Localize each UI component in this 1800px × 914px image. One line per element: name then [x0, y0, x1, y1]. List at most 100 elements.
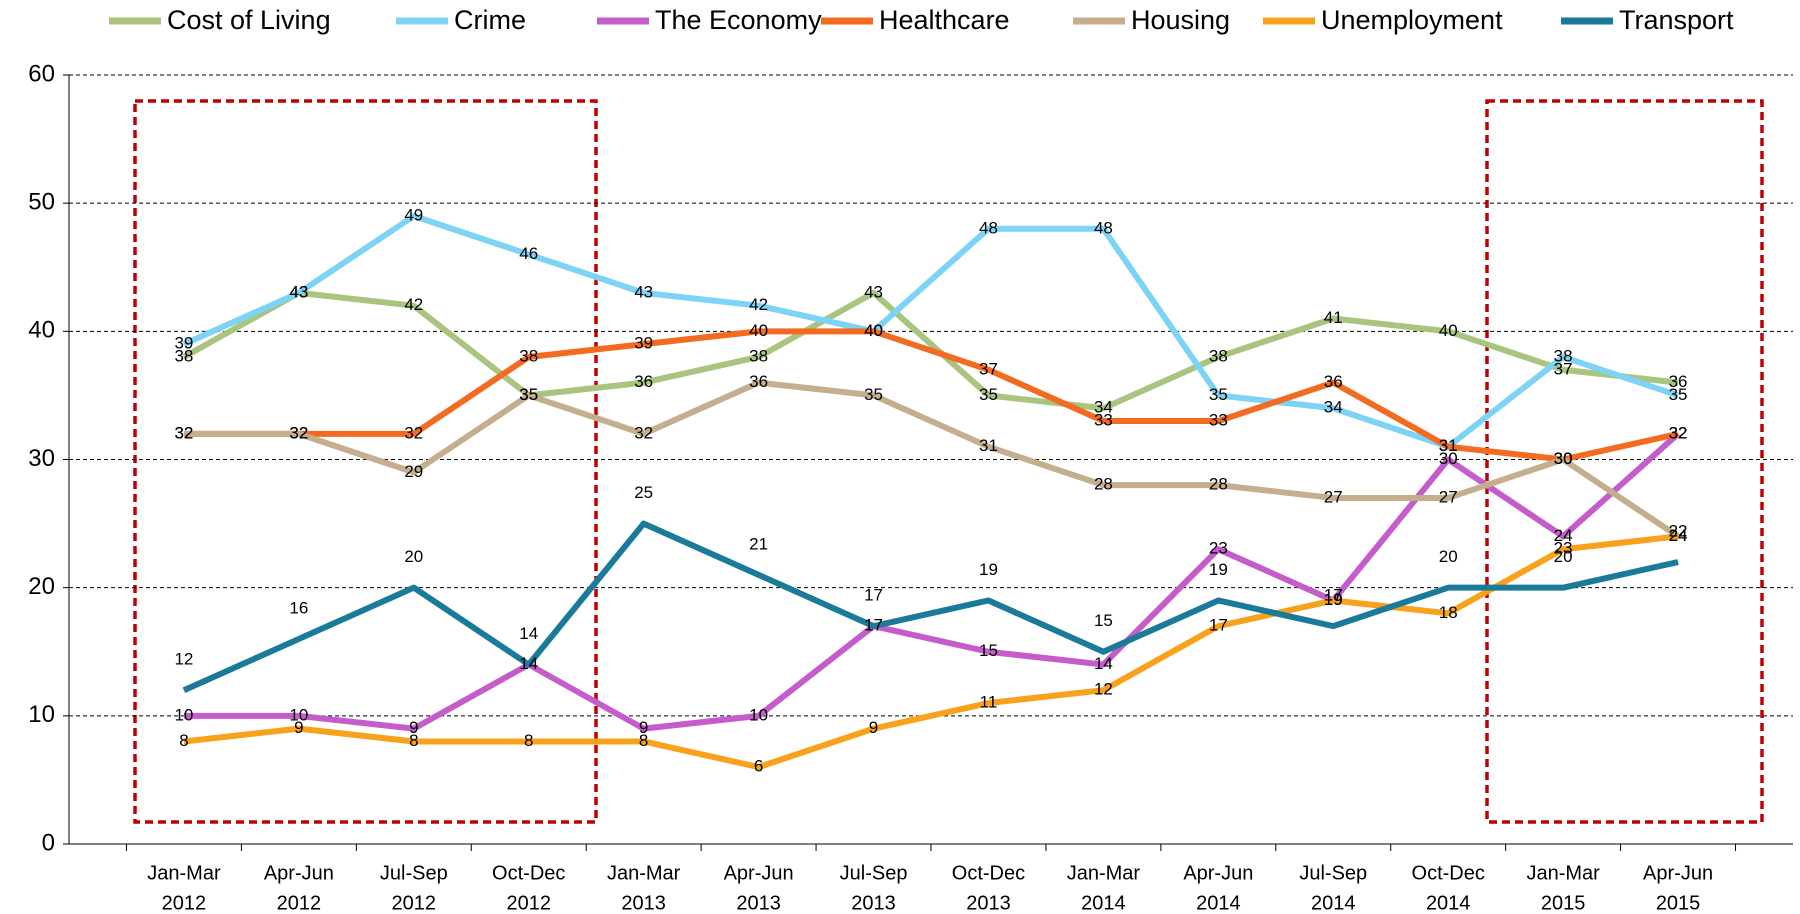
data-label: 40 — [749, 321, 768, 340]
data-label: 20 — [1554, 547, 1573, 566]
data-label: 30 — [1554, 449, 1573, 468]
data-label: 17 — [864, 616, 883, 635]
data-label: 22 — [1669, 522, 1688, 541]
data-label: 32 — [404, 423, 423, 442]
legend-label: Unemployment — [1321, 5, 1503, 35]
data-label: 43 — [289, 282, 308, 301]
data-label: 42 — [749, 295, 768, 314]
data-label: 8 — [409, 731, 418, 750]
data-label: 43 — [864, 282, 883, 301]
data-label: 32 — [174, 423, 193, 442]
data-label: 35 — [979, 385, 998, 404]
data-label: 48 — [979, 218, 998, 237]
data-label: 43 — [634, 282, 653, 301]
series-line — [182, 212, 1680, 450]
data-label: 37 — [979, 359, 998, 378]
y-tick-label: 60 — [28, 60, 55, 87]
data-label: 17 — [864, 586, 883, 605]
data-label: 38 — [519, 346, 538, 365]
data-label: 9 — [869, 718, 878, 737]
data-label: 31 — [979, 436, 998, 455]
data-label: 16 — [289, 598, 308, 617]
data-label: 38 — [174, 346, 193, 365]
x-tick-label: 2014 — [1311, 892, 1356, 914]
data-label: 32 — [634, 423, 653, 442]
data-label: 19 — [1209, 560, 1228, 579]
x-tick-label: 2015 — [1541, 892, 1586, 914]
data-label: 34 — [1324, 398, 1343, 417]
x-tick-label: 2012 — [162, 892, 207, 914]
data-label: 23 — [1554, 539, 1573, 558]
x-tick-label: 2013 — [621, 892, 666, 914]
data-label: 15 — [979, 641, 998, 660]
data-label: 32 — [1669, 423, 1688, 442]
series-line — [182, 520, 1679, 693]
x-tick-label: Jan-Mar — [607, 862, 681, 884]
data-label: 38 — [749, 346, 768, 365]
data-label: 12 — [1094, 680, 1113, 699]
data-label: 14 — [519, 654, 538, 673]
data-label: 27 — [1324, 487, 1343, 506]
data-label: 19 — [1324, 590, 1343, 609]
data-label: 39 — [174, 334, 193, 353]
x-tick-label: 2012 — [506, 892, 551, 914]
legend-label: Healthcare — [879, 5, 1010, 35]
x-tick-label: Jan-Mar — [1067, 862, 1141, 884]
data-label: 38 — [1554, 346, 1573, 365]
series-line — [182, 289, 1679, 412]
data-label: 10 — [749, 705, 768, 724]
data-label: 34 — [1094, 398, 1113, 417]
data-label: 29 — [404, 462, 423, 481]
y-tick-label: 20 — [28, 573, 55, 600]
data-label: 9 — [294, 718, 303, 737]
data-label: 19 — [979, 560, 998, 579]
data-label: 10 — [174, 705, 193, 724]
data-label: 37 — [1554, 359, 1573, 378]
legend-label: Housing — [1131, 5, 1230, 35]
x-tick-label: 2013 — [966, 892, 1011, 914]
y-tick-label: 30 — [28, 445, 55, 472]
data-label: 24 — [1669, 526, 1688, 545]
data-label: 32 — [289, 423, 308, 442]
data-label: 36 — [634, 372, 653, 391]
data-label: 36 — [1669, 372, 1688, 391]
data-label: 20 — [1439, 547, 1458, 566]
x-tick-label: Jan-Mar — [147, 862, 221, 884]
data-label: 8 — [639, 731, 648, 750]
series-line — [183, 379, 1680, 539]
legend-label: Transport — [1619, 5, 1734, 35]
data-label: 31 — [1439, 436, 1458, 455]
x-tick-label: Oct-Dec — [492, 862, 565, 884]
data-label: 33 — [1209, 411, 1228, 430]
legend-label: The Economy — [655, 5, 822, 35]
data-label: 27 — [1439, 487, 1458, 506]
data-label: 11 — [980, 693, 998, 712]
data-label: 40 — [864, 321, 883, 340]
y-tick-label: 40 — [28, 317, 55, 344]
data-label: 48 — [1094, 218, 1113, 237]
data-label: 9 — [409, 718, 418, 737]
x-tick-label: 2013 — [851, 892, 896, 914]
data-label: 9 — [639, 718, 648, 737]
data-label: 35 — [1669, 385, 1688, 404]
data-label: 19 — [1324, 590, 1343, 609]
y-tick-label: 10 — [28, 701, 55, 728]
x-tick-label: Jul-Sep — [380, 862, 448, 884]
x-tick-label: Jul-Sep — [840, 862, 908, 884]
data-label: 36 — [749, 372, 768, 391]
data-label: 36 — [1324, 372, 1343, 391]
data-label: 49 — [404, 205, 423, 224]
data-label: 15 — [1094, 611, 1113, 630]
data-label: 18 — [1439, 603, 1458, 622]
x-tick-label: 2013 — [736, 892, 781, 914]
x-tick-label: Oct-Dec — [952, 862, 1025, 884]
x-tick-label: 2014 — [1081, 892, 1126, 914]
x-tick-label: 2014 — [1196, 892, 1241, 914]
highlight-box — [133, 99, 598, 824]
series-line — [183, 328, 1679, 463]
data-label: 30 — [1554, 449, 1573, 468]
data-label: 35 — [1209, 385, 1228, 404]
legend-label: Cost of Living — [167, 5, 331, 35]
